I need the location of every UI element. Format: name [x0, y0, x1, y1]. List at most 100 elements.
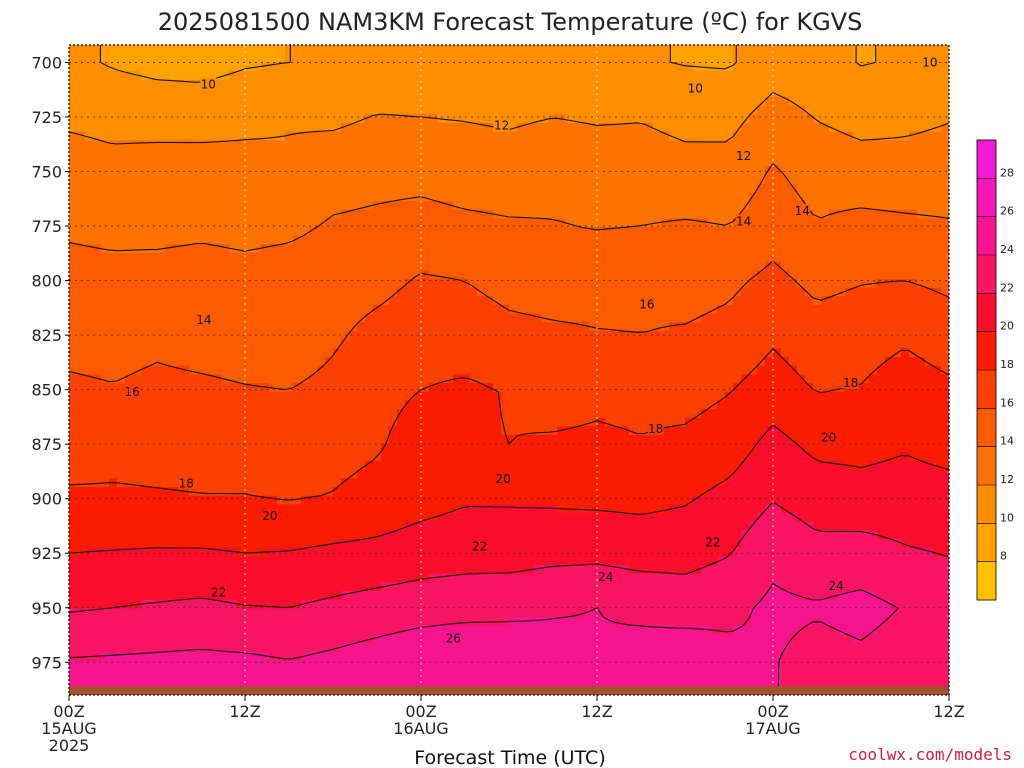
heatmap-cell	[397, 149, 406, 159]
heatmap-cell	[285, 157, 294, 167]
heatmap-cell	[837, 149, 846, 159]
heatmap-cell	[869, 400, 878, 410]
heatmap-cell	[285, 313, 294, 323]
heatmap-cell	[389, 140, 398, 150]
heatmap-cell	[365, 331, 374, 341]
heatmap-cell	[837, 244, 846, 254]
heatmap-cell	[693, 201, 702, 211]
heatmap-cell	[597, 71, 606, 81]
heatmap-cell	[77, 123, 86, 133]
heatmap-cell	[157, 97, 166, 107]
heatmap-cell	[85, 166, 94, 176]
heatmap-cell	[757, 339, 766, 349]
heatmap-cell	[493, 270, 502, 280]
heatmap-cell	[581, 97, 590, 107]
heatmap-cell	[733, 331, 742, 341]
heatmap-cell	[709, 175, 718, 185]
heatmap-cell	[133, 279, 142, 289]
heatmap-cell	[93, 114, 102, 124]
heatmap-cell	[773, 374, 782, 384]
heatmap-cell	[637, 409, 646, 419]
heatmap-cell	[85, 105, 94, 115]
heatmap-cell	[757, 261, 766, 271]
heatmap-cell	[269, 131, 278, 141]
heatmap-cell	[349, 227, 358, 237]
heatmap-cell	[181, 123, 190, 133]
heatmap-cell	[317, 218, 326, 228]
heatmap-cell	[725, 322, 734, 332]
heatmap-cell	[357, 391, 366, 401]
heatmap-cell	[109, 105, 118, 115]
heatmap-cell	[165, 157, 174, 167]
heatmap-cell	[301, 253, 310, 263]
heatmap-cell	[877, 296, 886, 306]
heatmap-cell	[373, 357, 382, 367]
heatmap-cell	[69, 305, 78, 315]
heatmap-cell	[645, 313, 654, 323]
heatmap-cell	[613, 149, 622, 159]
heatmap-cell	[805, 270, 814, 280]
heatmap-cell	[557, 209, 566, 219]
heatmap-cell	[613, 253, 622, 263]
heatmap-cell	[165, 123, 174, 133]
heatmap-cell	[285, 140, 294, 150]
heatmap-cell	[213, 365, 222, 375]
heatmap-cell	[773, 417, 782, 427]
heatmap-cell	[709, 331, 718, 341]
heatmap-cell	[237, 201, 246, 211]
heatmap-cell	[293, 149, 302, 159]
heatmap-cell	[901, 426, 910, 436]
heatmap-cell	[637, 227, 646, 237]
heatmap-cell	[925, 131, 934, 141]
heatmap-cell	[917, 166, 926, 176]
heatmap-cell	[749, 287, 758, 297]
heatmap-cell	[589, 71, 598, 81]
heatmap-cell	[261, 166, 270, 176]
heatmap-cell	[293, 53, 302, 63]
heatmap-cell	[469, 400, 478, 410]
heatmap-cell	[925, 391, 934, 401]
heatmap-cell	[205, 279, 214, 289]
heatmap-cell	[301, 166, 310, 176]
heatmap-cell	[285, 123, 294, 133]
heatmap-cell	[373, 391, 382, 401]
heatmap-cell	[173, 79, 182, 89]
heatmap-cell	[613, 357, 622, 367]
heatmap-cell	[413, 227, 422, 237]
heatmap-cell	[653, 105, 662, 115]
heatmap-cell	[69, 175, 78, 185]
heatmap-cell	[141, 157, 150, 167]
heatmap-cell	[437, 175, 446, 185]
heatmap-cell	[77, 357, 86, 367]
heatmap-cell	[237, 417, 246, 427]
heatmap-cell	[181, 157, 190, 167]
heatmap-cell	[397, 331, 406, 341]
heatmap-cell	[565, 157, 574, 167]
heatmap-cell	[757, 131, 766, 141]
heatmap-cell	[533, 374, 542, 384]
heatmap-cell	[885, 313, 894, 323]
heatmap-cell	[373, 218, 382, 228]
heatmap-cell	[109, 97, 118, 107]
heatmap-cell	[85, 114, 94, 124]
heatmap-cell	[557, 201, 566, 211]
heatmap-cell	[477, 123, 486, 133]
heatmap-cell	[685, 348, 694, 358]
heatmap-cell	[469, 296, 478, 306]
heatmap-cell	[381, 261, 390, 271]
heatmap-cell	[173, 166, 182, 176]
heatmap-cell	[333, 105, 342, 115]
heatmap-cell	[693, 140, 702, 150]
heatmap-cell	[253, 140, 262, 150]
heatmap-cell	[941, 105, 949, 115]
heatmap-cell	[181, 400, 190, 410]
heatmap-cell	[669, 235, 678, 245]
heatmap-cell	[245, 149, 254, 159]
heatmap-cell	[853, 426, 862, 436]
heatmap-cell	[101, 62, 110, 72]
heatmap-cell	[181, 79, 190, 89]
heatmap-cell	[173, 348, 182, 358]
heatmap-cell	[613, 305, 622, 315]
heatmap-cell	[821, 62, 830, 72]
heatmap-cell	[373, 235, 382, 245]
